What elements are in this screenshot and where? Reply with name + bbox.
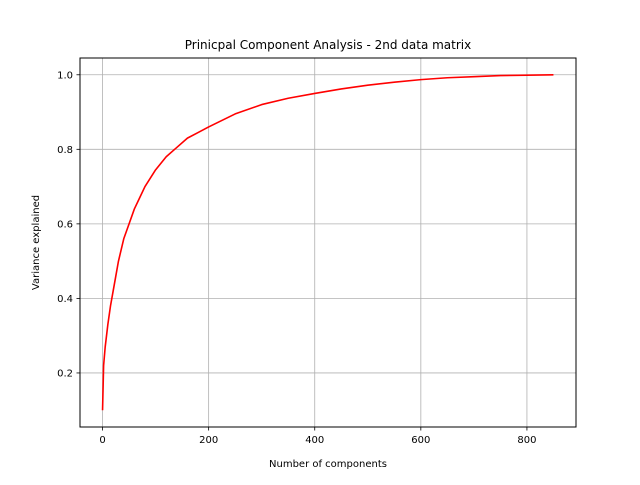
plot-frame [79, 57, 577, 428]
x-tick-label: 800 [517, 435, 536, 446]
y-tick-label: 0.4 [57, 294, 73, 305]
x-tick-label: 0 [99, 435, 105, 446]
chart-title: Prinicpal Component Analysis - 2nd data … [185, 38, 471, 52]
y-axis-label: Variance explained [31, 195, 42, 290]
x-tick-label: 400 [305, 435, 324, 446]
x-tick-label: 200 [199, 435, 218, 446]
ticks: 0 200 400 600 800 0.2 0.4 0.6 0.8 1.0 [57, 70, 536, 446]
x-tick-label: 600 [411, 435, 430, 446]
y-tick-label: 0.6 [57, 219, 73, 230]
x-axis-label: Number of components [269, 459, 387, 470]
y-tick-label: 1.0 [57, 70, 73, 81]
grid-lines [80, 58, 576, 427]
variance-series-line [101, 73, 554, 411]
series-layer [101, 73, 554, 411]
y-tick-label: 0.8 [57, 145, 73, 156]
y-tick-label: 0.2 [57, 369, 73, 380]
